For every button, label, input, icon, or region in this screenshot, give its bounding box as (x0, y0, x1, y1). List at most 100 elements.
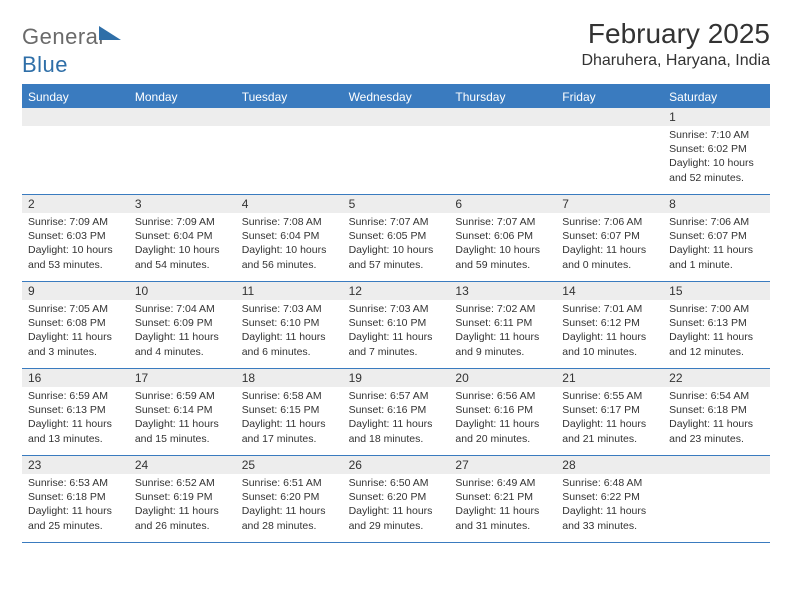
day-cell: 23Sunrise: 6:53 AMSunset: 6:18 PMDayligh… (22, 456, 129, 542)
daylight-text-2: and 7 minutes. (349, 345, 444, 359)
day-number: 9 (22, 282, 129, 300)
sunrise-text: Sunrise: 7:09 AM (135, 215, 230, 229)
day-details: Sunrise: 7:06 AMSunset: 6:07 PMDaylight:… (556, 213, 663, 278)
day-cell (343, 108, 450, 194)
sunrise-text: Sunrise: 6:54 AM (669, 389, 764, 403)
empty-day-body (343, 126, 450, 194)
daylight-text-1: Daylight: 11 hours (135, 504, 230, 518)
empty-day-number (449, 108, 556, 126)
sunset-text: Sunset: 6:06 PM (455, 229, 550, 243)
day-cell: 15Sunrise: 7:00 AMSunset: 6:13 PMDayligh… (663, 282, 770, 368)
daylight-text-2: and 54 minutes. (135, 258, 230, 272)
day-header-thursday: Thursday (449, 86, 556, 108)
sunrise-text: Sunrise: 6:55 AM (562, 389, 657, 403)
daylight-text-1: Daylight: 11 hours (135, 417, 230, 431)
calendar: Sunday Monday Tuesday Wednesday Thursday… (22, 84, 770, 543)
sunrise-text: Sunrise: 7:01 AM (562, 302, 657, 316)
sunrise-text: Sunrise: 7:06 AM (669, 215, 764, 229)
daylight-text-1: Daylight: 11 hours (669, 243, 764, 257)
sunrise-text: Sunrise: 6:58 AM (242, 389, 337, 403)
day-cell: 7Sunrise: 7:06 AMSunset: 6:07 PMDaylight… (556, 195, 663, 281)
day-cell: 28Sunrise: 6:48 AMSunset: 6:22 PMDayligh… (556, 456, 663, 542)
empty-day-number (663, 456, 770, 474)
daylight-text-1: Daylight: 11 hours (562, 417, 657, 431)
daylight-text-1: Daylight: 11 hours (28, 330, 123, 344)
day-header-monday: Monday (129, 86, 236, 108)
sunrise-text: Sunrise: 6:50 AM (349, 476, 444, 490)
day-cell: 10Sunrise: 7:04 AMSunset: 6:09 PMDayligh… (129, 282, 236, 368)
sunrise-text: Sunrise: 7:00 AM (669, 302, 764, 316)
day-number: 27 (449, 456, 556, 474)
day-cell: 19Sunrise: 6:57 AMSunset: 6:16 PMDayligh… (343, 369, 450, 455)
daylight-text-1: Daylight: 11 hours (562, 504, 657, 518)
daylight-text-1: Daylight: 10 hours (242, 243, 337, 257)
daylight-text-1: Daylight: 11 hours (562, 330, 657, 344)
daylight-text-1: Daylight: 11 hours (135, 330, 230, 344)
sunset-text: Sunset: 6:07 PM (562, 229, 657, 243)
day-details: Sunrise: 6:59 AMSunset: 6:13 PMDaylight:… (22, 387, 129, 452)
day-number: 5 (343, 195, 450, 213)
day-cell (663, 456, 770, 542)
weeks-container: 1Sunrise: 7:10 AMSunset: 6:02 PMDaylight… (22, 108, 770, 543)
sunset-text: Sunset: 6:20 PM (242, 490, 337, 504)
day-cell: 27Sunrise: 6:49 AMSunset: 6:21 PMDayligh… (449, 456, 556, 542)
day-details: Sunrise: 7:09 AMSunset: 6:03 PMDaylight:… (22, 213, 129, 278)
week-row: 23Sunrise: 6:53 AMSunset: 6:18 PMDayligh… (22, 456, 770, 543)
day-details: Sunrise: 6:54 AMSunset: 6:18 PMDaylight:… (663, 387, 770, 452)
daylight-text-1: Daylight: 10 hours (28, 243, 123, 257)
daylight-text-1: Daylight: 11 hours (242, 504, 337, 518)
day-details: Sunrise: 7:04 AMSunset: 6:09 PMDaylight:… (129, 300, 236, 365)
calendar-page: General February 2025 Dharuhera, Haryana… (0, 0, 792, 543)
day-header-sunday: Sunday (22, 86, 129, 108)
day-cell: 20Sunrise: 6:56 AMSunset: 6:16 PMDayligh… (449, 369, 556, 455)
day-details: Sunrise: 7:01 AMSunset: 6:12 PMDaylight:… (556, 300, 663, 365)
daylight-text-1: Daylight: 11 hours (349, 330, 444, 344)
sunrise-text: Sunrise: 7:02 AM (455, 302, 550, 316)
day-number: 23 (22, 456, 129, 474)
day-cell (449, 108, 556, 194)
week-row: 1Sunrise: 7:10 AMSunset: 6:02 PMDaylight… (22, 108, 770, 195)
sunrise-text: Sunrise: 7:03 AM (242, 302, 337, 316)
day-header-saturday: Saturday (663, 86, 770, 108)
daylight-text-2: and 10 minutes. (562, 345, 657, 359)
day-details: Sunrise: 6:50 AMSunset: 6:20 PMDaylight:… (343, 474, 450, 539)
sunrise-text: Sunrise: 6:56 AM (455, 389, 550, 403)
sunset-text: Sunset: 6:02 PM (669, 142, 764, 156)
empty-day-body (449, 126, 556, 194)
week-row: 2Sunrise: 7:09 AMSunset: 6:03 PMDaylight… (22, 195, 770, 282)
day-number: 4 (236, 195, 343, 213)
daylight-text-2: and 57 minutes. (349, 258, 444, 272)
day-cell: 2Sunrise: 7:09 AMSunset: 6:03 PMDaylight… (22, 195, 129, 281)
daylight-text-2: and 3 minutes. (28, 345, 123, 359)
logo-text-blue: Blue (22, 52, 68, 77)
day-number: 16 (22, 369, 129, 387)
sunset-text: Sunset: 6:11 PM (455, 316, 550, 330)
day-number: 2 (22, 195, 129, 213)
sunrise-text: Sunrise: 6:52 AM (135, 476, 230, 490)
sunset-text: Sunset: 6:13 PM (669, 316, 764, 330)
sunrise-text: Sunrise: 6:51 AM (242, 476, 337, 490)
sunset-text: Sunset: 6:13 PM (28, 403, 123, 417)
day-number: 10 (129, 282, 236, 300)
day-details: Sunrise: 7:07 AMSunset: 6:05 PMDaylight:… (343, 213, 450, 278)
day-details: Sunrise: 6:51 AMSunset: 6:20 PMDaylight:… (236, 474, 343, 539)
sunrise-text: Sunrise: 7:04 AM (135, 302, 230, 316)
empty-day-body (663, 474, 770, 542)
day-number: 8 (663, 195, 770, 213)
sunset-text: Sunset: 6:08 PM (28, 316, 123, 330)
day-cell: 21Sunrise: 6:55 AMSunset: 6:17 PMDayligh… (556, 369, 663, 455)
day-number: 11 (236, 282, 343, 300)
day-details: Sunrise: 6:53 AMSunset: 6:18 PMDaylight:… (22, 474, 129, 539)
sunset-text: Sunset: 6:10 PM (242, 316, 337, 330)
day-number: 25 (236, 456, 343, 474)
day-details: Sunrise: 7:08 AMSunset: 6:04 PMDaylight:… (236, 213, 343, 278)
sunset-text: Sunset: 6:14 PM (135, 403, 230, 417)
daylight-text-2: and 29 minutes. (349, 519, 444, 533)
sunset-text: Sunset: 6:03 PM (28, 229, 123, 243)
day-number: 7 (556, 195, 663, 213)
day-cell: 6Sunrise: 7:07 AMSunset: 6:06 PMDaylight… (449, 195, 556, 281)
day-cell: 5Sunrise: 7:07 AMSunset: 6:05 PMDaylight… (343, 195, 450, 281)
day-details: Sunrise: 7:03 AMSunset: 6:10 PMDaylight:… (236, 300, 343, 365)
title-block: February 2025 Dharuhera, Haryana, India (581, 18, 770, 70)
sunset-text: Sunset: 6:21 PM (455, 490, 550, 504)
